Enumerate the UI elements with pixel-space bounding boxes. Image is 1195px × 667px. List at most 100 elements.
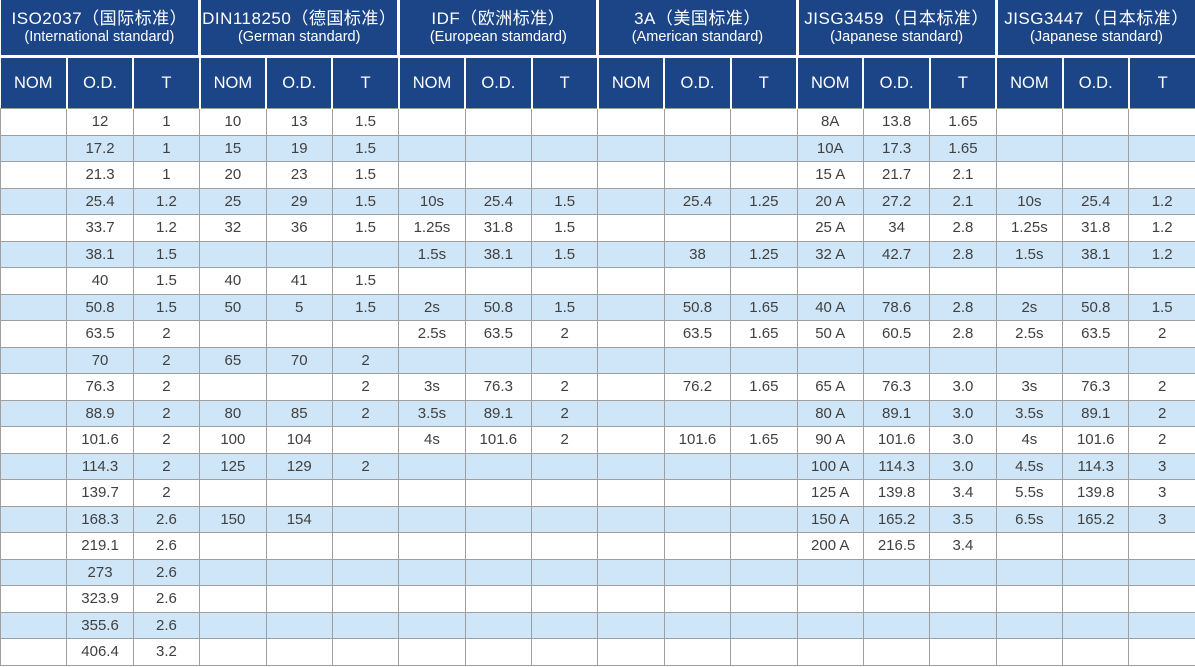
table-cell: 1.5	[331, 267, 400, 295]
table-cell	[331, 240, 400, 268]
table-cell: 2.8	[929, 320, 997, 348]
table-cell: 1.65	[730, 426, 798, 454]
table-cell	[398, 505, 466, 533]
table-cell: 3.0	[929, 426, 997, 454]
table-cell	[597, 585, 665, 613]
table-cell	[331, 638, 400, 666]
table-row: 12 1 10 13 1.5 8A 13.8 1.65	[0, 108, 1195, 136]
table-cell: 1.5	[531, 293, 599, 321]
table-cell	[464, 452, 533, 480]
table-cell: 1.2	[132, 187, 201, 215]
table-cell	[796, 585, 864, 613]
table-cell	[331, 505, 400, 533]
table-cell	[199, 240, 267, 268]
table-cell: 17.2	[66, 134, 134, 162]
table-cell: 168.3	[66, 505, 134, 533]
table-cell	[199, 611, 267, 639]
table-cell	[597, 505, 665, 533]
table-cell	[597, 214, 665, 242]
table-cell: 3.5	[929, 505, 997, 533]
table-cell: 2	[132, 346, 201, 374]
table-cell	[398, 611, 466, 639]
table-cell: 25.4	[66, 187, 134, 215]
table-cell: 38	[663, 240, 732, 268]
table-cell	[597, 240, 665, 268]
table-cell: 70	[265, 346, 333, 374]
table-cell	[730, 638, 798, 666]
table-cell: 2	[1128, 426, 1195, 454]
table-cell	[995, 638, 1064, 666]
table-cell: 323.9	[66, 585, 134, 613]
table-cell	[597, 161, 665, 189]
table-cell: 2	[132, 399, 201, 427]
table-cell: 101.6	[464, 426, 533, 454]
group-title: JISG3459（日本标准）	[804, 9, 989, 28]
table-cell: 29	[265, 187, 333, 215]
table-cell: 1.2	[132, 214, 201, 242]
table-cell	[862, 611, 931, 639]
table-cell	[663, 134, 732, 162]
table-cell	[929, 585, 997, 613]
table-cell	[730, 161, 798, 189]
table-cell	[464, 108, 533, 136]
table-row: 406.4 3.2	[0, 638, 1195, 666]
table-cell: 63.5	[464, 320, 533, 348]
table-cell: 42.7	[862, 240, 931, 268]
table-cell	[862, 638, 931, 666]
table-cell	[531, 505, 599, 533]
table-cell: 3	[1128, 452, 1195, 480]
table-cell: 1.65	[929, 108, 997, 136]
table-cell: 3.0	[929, 399, 997, 427]
table-cell: 50.8	[66, 293, 134, 321]
table-cell: 2s	[398, 293, 466, 321]
table-cell	[464, 479, 533, 507]
table-cell: 13	[265, 108, 333, 136]
table-cell	[1062, 558, 1130, 586]
column-header-nom: NOM	[596, 56, 665, 109]
table-cell	[663, 479, 732, 507]
table-cell: 4.5s	[995, 452, 1064, 480]
table-cell: 27.2	[862, 187, 931, 215]
table-cell: 139.8	[1062, 479, 1130, 507]
table-row: 25.4 1.2 25 29 1.5 10s 25.4 1.5 25.4 1.25 20 A 27.2…	[0, 187, 1195, 215]
table-cell	[0, 505, 68, 533]
table-cell	[1062, 108, 1130, 136]
table-cell	[331, 585, 400, 613]
table-cell	[730, 134, 798, 162]
table-cell: 1.5	[531, 240, 599, 268]
table-cell	[663, 108, 732, 136]
table-cell	[862, 267, 931, 295]
table-cell: 2	[531, 320, 599, 348]
table-cell: 10s	[995, 187, 1064, 215]
table-cell	[199, 638, 267, 666]
table-cell	[995, 558, 1064, 586]
table-cell: 33.7	[66, 214, 134, 242]
table-cell: 1.2	[1128, 240, 1195, 268]
group-title-row: ISO2037（国际标准） (International standard) DIN…	[0, 0, 1195, 58]
table-cell	[0, 399, 68, 427]
table-row: 168.3 2.6 150 154 150 A 165.2 3.5 6.5s 165.2 3	[0, 505, 1195, 533]
table-cell: 80	[199, 399, 267, 427]
table-cell: 1.5	[531, 187, 599, 215]
table-cell	[663, 399, 732, 427]
table-cell	[663, 532, 732, 560]
table-cell: 3.4	[929, 532, 997, 560]
column-header-od: O.D.	[663, 56, 731, 109]
table-cell: 1.5	[331, 134, 400, 162]
table-cell	[531, 532, 599, 560]
table-cell	[1128, 585, 1195, 613]
table-cell: 355.6	[66, 611, 134, 639]
table-cell: 1.5	[331, 161, 400, 189]
table-cell	[597, 532, 665, 560]
table-cell: 3s	[995, 373, 1064, 401]
table-cell: 2.6	[132, 505, 201, 533]
table-cell: 3	[1128, 505, 1195, 533]
table-cell: 2.6	[132, 558, 201, 586]
table-cell	[265, 638, 333, 666]
table-cell: 25.4	[1062, 187, 1130, 215]
column-header-t: T	[132, 56, 200, 109]
table-cell: 1.65	[730, 293, 798, 321]
table-cell: 78.6	[862, 293, 931, 321]
table-cell: 101.6	[663, 426, 732, 454]
table-cell: 65	[199, 346, 267, 374]
